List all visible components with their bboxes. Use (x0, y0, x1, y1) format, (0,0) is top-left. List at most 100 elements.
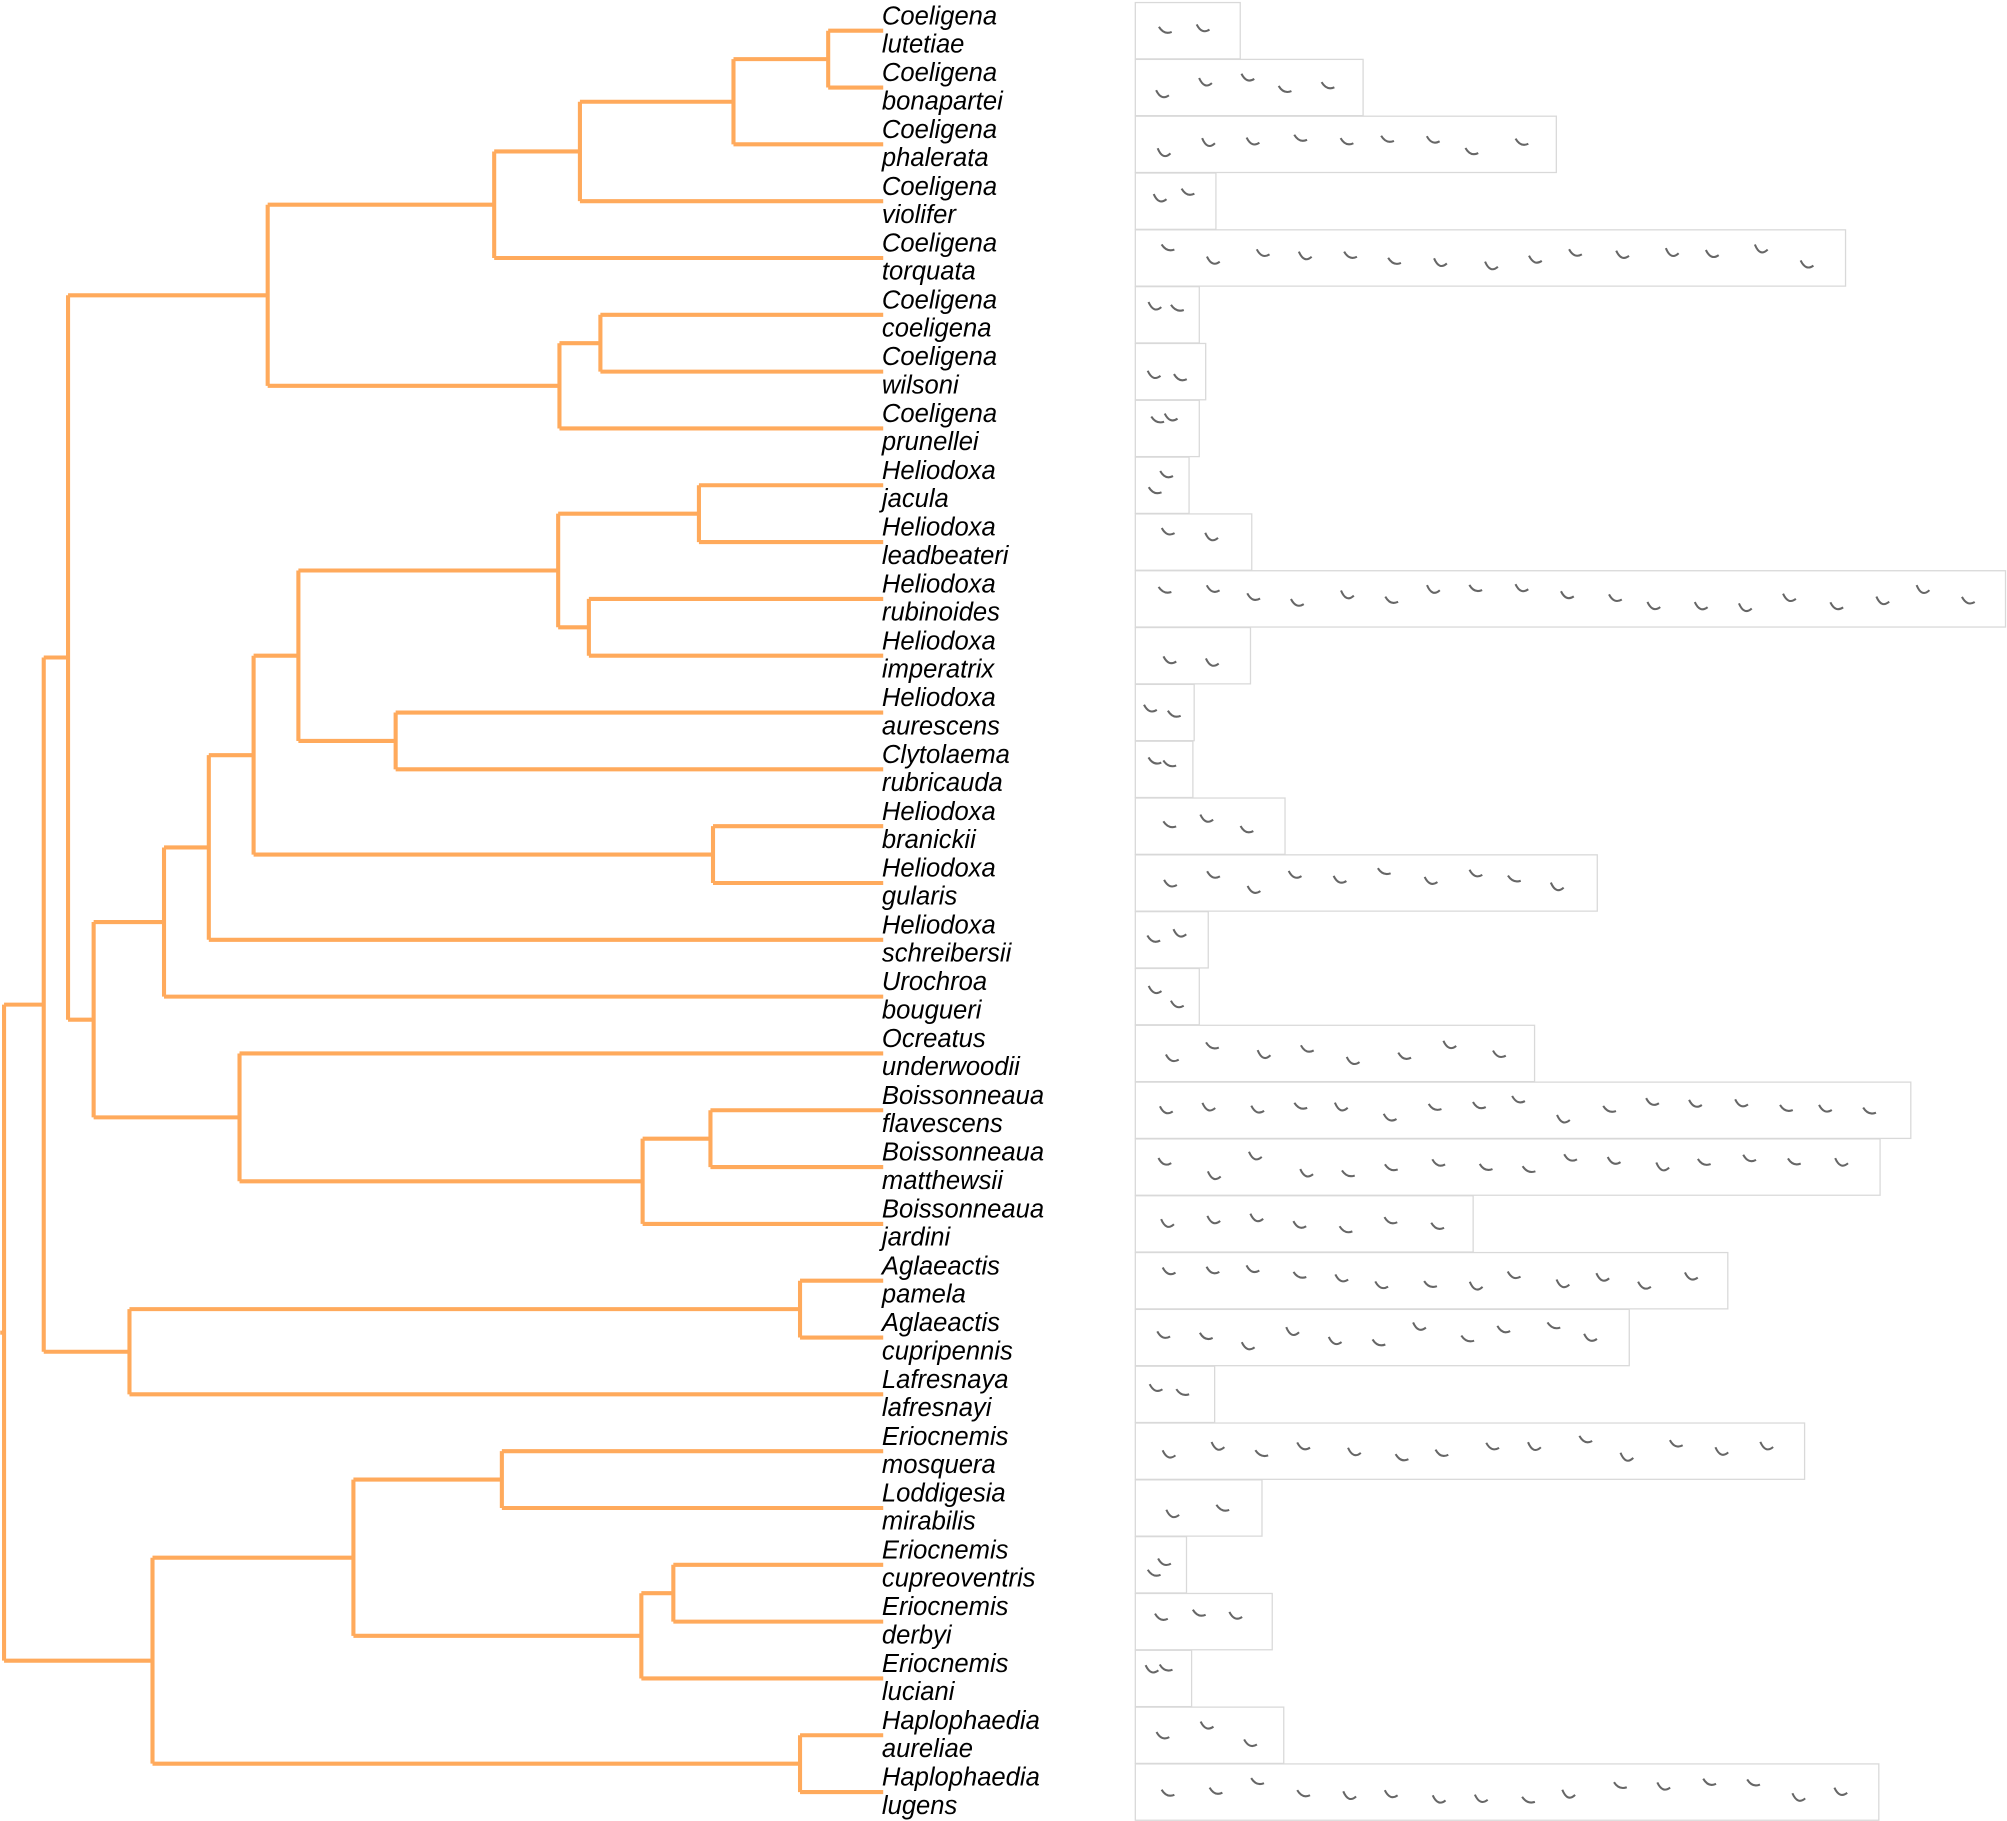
spectrogram-note (1423, 876, 1439, 885)
taxon-genus: Haplophaedia (882, 1764, 1040, 1792)
spectrogram-note (1646, 601, 1661, 611)
taxon-species: jacula (879, 485, 949, 513)
spectrogram-note (1442, 1040, 1457, 1050)
spectrogram-note (1875, 596, 1890, 606)
spectrogram-note (1343, 251, 1358, 259)
spectrogram-thumbnail (1134, 570, 2007, 628)
taxon-species: schreibersii (882, 940, 1013, 968)
taxon-species: leadbeateri (882, 542, 1010, 570)
spectrogram-note (1327, 1336, 1343, 1346)
spectrogram-note (1426, 584, 1441, 594)
spectrogram-note (1290, 598, 1305, 607)
spectrogram-note (1549, 882, 1565, 892)
spectrogram-note (1431, 1794, 1447, 1804)
spectrogram-note (1334, 1273, 1349, 1283)
spectrogram-thumbnail (1134, 1251, 1729, 1310)
taxon-genus: Clytolaema (882, 741, 1010, 769)
spectrogram-note (1521, 1796, 1536, 1804)
spectrogram-thumbnail (1134, 626, 1252, 685)
spectrogram-thumbnail (1134, 1, 1241, 60)
spectrogram-note (1602, 1105, 1617, 1113)
taxon-genus: Ocreatus (882, 1025, 986, 1053)
taxon-species: torquata (882, 258, 976, 286)
spectrogram-note (1246, 592, 1261, 601)
spectrogram-note (1782, 593, 1797, 603)
spectrogram-note (1160, 527, 1176, 536)
spectrogram-note (1143, 704, 1158, 713)
spectrogram-note (1165, 1054, 1180, 1063)
spectrogram-thumbnail (1134, 1763, 1880, 1821)
spectrogram-note (1528, 255, 1543, 264)
spectrogram-note (1158, 26, 1173, 34)
taxon-genus: Eriocnemis (882, 1650, 1009, 1678)
spectrograms (1134, 1, 2007, 1821)
spectrogram-note (1693, 601, 1709, 611)
spectrogram-note (1380, 135, 1395, 143)
taxon-species: lugens (882, 1792, 958, 1820)
taxon-species: underwoodii (882, 1053, 1021, 1081)
taxon-genus: Eriocnemis (882, 1593, 1009, 1621)
taxon-genus: Coeligena (882, 400, 997, 428)
taxon-species: prunellei (881, 428, 980, 456)
taxon-species: rubricauda (882, 769, 1003, 797)
spectrogram-note (1425, 135, 1441, 144)
spectrogram-note (1299, 1168, 1314, 1178)
spectrogram-note (1296, 1441, 1311, 1451)
spectrogram-note (1779, 1104, 1794, 1112)
spectrogram-thumbnail (1134, 797, 1286, 855)
spectrogram-note (1561, 1789, 1576, 1799)
taxon-genus: Urochroa (882, 968, 987, 996)
spectrogram-note (1527, 1441, 1542, 1452)
spectrogram-note (1645, 1097, 1660, 1106)
taxon-species: wilsoni (882, 371, 960, 399)
spectrogram-thumbnail (1134, 58, 1364, 117)
spectrogram-note (1606, 1156, 1622, 1165)
spectrogram-note (1619, 1452, 1635, 1462)
taxon-genus: Heliodoxa (882, 798, 996, 826)
spectrogram-note (1734, 1098, 1749, 1108)
taxon-genus: Aglaeactis (880, 1252, 1000, 1280)
taxon-genus: Haplophaedia (882, 1707, 1040, 1735)
spectrogram-note (1664, 247, 1680, 257)
spectrogram-note (1157, 1557, 1172, 1567)
spectrogram-thumbnail (1134, 911, 1209, 969)
spectrogram-thumbnail (1134, 1479, 1263, 1537)
spectrogram-note (1595, 1272, 1610, 1282)
spectrogram-note (1684, 1271, 1699, 1281)
spectrogram-thumbnail (1134, 740, 1194, 799)
taxon-genus: Boissonneaua (882, 1139, 1044, 1167)
spectrogram-note (1615, 250, 1630, 259)
spectrogram-note (1320, 81, 1335, 90)
spectrogram-note (1333, 1102, 1349, 1112)
spectrogram-note (1338, 1225, 1353, 1234)
taxon-genus: Heliodoxa (882, 514, 996, 542)
spectrogram-thumbnail (1134, 1536, 1188, 1594)
spectrogram-note (1146, 934, 1161, 943)
taxon-species: luciani (882, 1678, 956, 1706)
taxon-species: coeligena (882, 315, 992, 343)
spectrogram-note (1162, 655, 1177, 665)
taxon-species: violifer (882, 201, 957, 229)
spectrogram-note (1696, 1158, 1712, 1166)
spectrogram-note (1155, 89, 1170, 99)
spectrogram-note (1468, 584, 1483, 593)
spectrogram-thumbnail (1134, 1081, 1912, 1140)
spectrogram-note (1833, 1787, 1848, 1796)
taxon-genus: Boissonneaua (882, 1082, 1044, 1110)
spectrogram-note (1208, 1787, 1223, 1795)
spectrogram-note (1147, 486, 1162, 495)
spectrogram-note (1608, 593, 1623, 602)
spectrogram-thumbnail (1134, 456, 1190, 515)
spectrogram-note (1175, 1388, 1190, 1396)
spectrogram-note (1384, 596, 1399, 604)
spectrogram-note (1702, 1778, 1717, 1786)
spectrogram-note (1199, 814, 1214, 823)
spectrogram-note (1753, 244, 1769, 254)
spectrogram-note (1332, 875, 1347, 884)
spectrogram-note (1157, 586, 1172, 594)
spectrogram-note (1583, 1333, 1598, 1342)
spectrogram-note (1205, 584, 1221, 593)
spectrogram-note (1431, 1158, 1446, 1167)
taxon-species: pamela (881, 1280, 966, 1308)
taxon-genus: Aglaeactis (880, 1309, 1000, 1337)
